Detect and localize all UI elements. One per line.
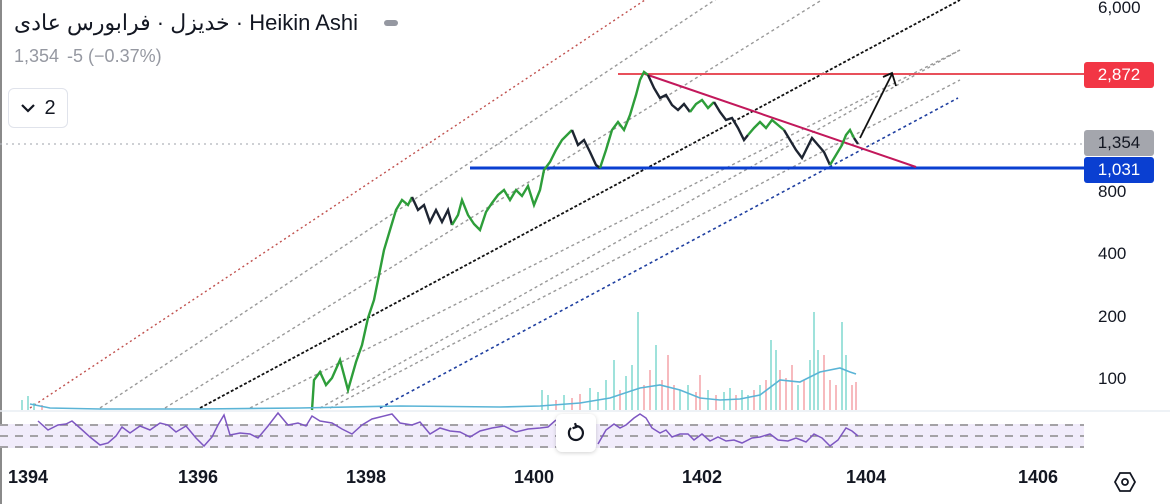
rsi-line-2	[597, 413, 859, 447]
price-tick: 800	[1098, 182, 1127, 201]
reset-chart-button[interactable]	[556, 414, 596, 452]
symbol-title[interactable]: خدیزل · فرابورس عادی · Heikin Ashi	[14, 10, 359, 35]
rsi-levels	[0, 424, 1084, 448]
time-tick: 1406	[1018, 467, 1059, 487]
eye-toggle-icon[interactable]	[376, 10, 406, 36]
price-tick: 6,000	[1098, 0, 1141, 17]
price-tick: 100	[1098, 369, 1127, 388]
price-summary: 1,354 -5 (−0.37%)	[14, 46, 406, 67]
trend-line[interactable]	[644, 73, 917, 168]
reset-chart-icon	[567, 422, 584, 442]
time-tick: 1396	[178, 467, 219, 487]
time-tick: 1398	[346, 467, 387, 487]
time-tick: 1394	[8, 467, 49, 487]
price-tick: 200	[1098, 307, 1127, 326]
settings-hexagon-icon	[1113, 472, 1137, 492]
heikin-ashi-candles[interactable]	[310, 70, 859, 411]
volume-moving-average	[29, 367, 857, 410]
last-price-tag: 1,354	[1084, 130, 1154, 156]
projection-arrow[interactable]	[859, 71, 897, 139]
legend: خدیزل · فرابورس عادی · Heikin Ashi 1,354…	[14, 10, 406, 67]
resistance-price-tag: 2,872	[1084, 62, 1154, 88]
support-price-tag: 1,031	[1084, 157, 1154, 183]
chevron-down-icon	[21, 104, 36, 113]
window-edge	[0, 0, 2, 504]
time-tick: 1402	[682, 467, 723, 487]
rsi-line	[37, 411, 557, 448]
indicators-collapse-button[interactable]: 2	[8, 88, 68, 128]
time-tick: 1400	[514, 467, 555, 487]
volume-bars	[21, 312, 857, 410]
indicator-count: 2	[44, 96, 56, 119]
settings-button[interactable]	[1112, 468, 1138, 496]
price-change: -5 (−0.37%)	[67, 46, 162, 66]
time-tick: 1404	[846, 467, 887, 487]
last-price: 1,354	[14, 46, 60, 66]
parallel-channel[interactable]	[29, 0, 961, 409]
price-tick: 400	[1098, 244, 1127, 263]
